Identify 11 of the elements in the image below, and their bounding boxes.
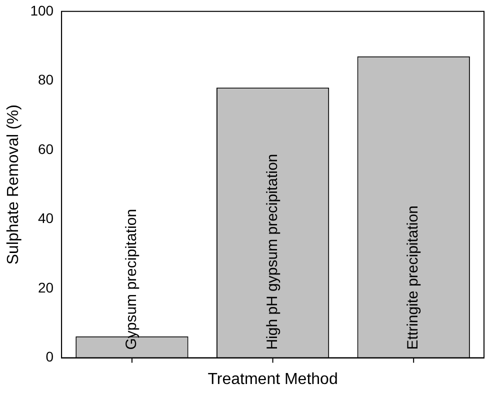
- y-tick-label: 60: [38, 140, 54, 157]
- x-tick-label: High pH gypsum precipitation: [264, 154, 281, 350]
- y-tick-label: 100: [30, 2, 54, 18]
- x-axis-title: Treatment Method: [208, 370, 338, 388]
- x-tick-label: Gypsum precipitation: [123, 208, 140, 350]
- y-tick-label: 40: [38, 210, 54, 226]
- y-tick-label: 20: [38, 279, 54, 296]
- x-tick-label: Ettringite precipitation: [404, 206, 422, 350]
- y-tick-label: 80: [38, 72, 54, 88]
- y-tick-label: 0: [46, 348, 54, 365]
- y-axis-title: Sulphate Removal (%): [5, 104, 22, 265]
